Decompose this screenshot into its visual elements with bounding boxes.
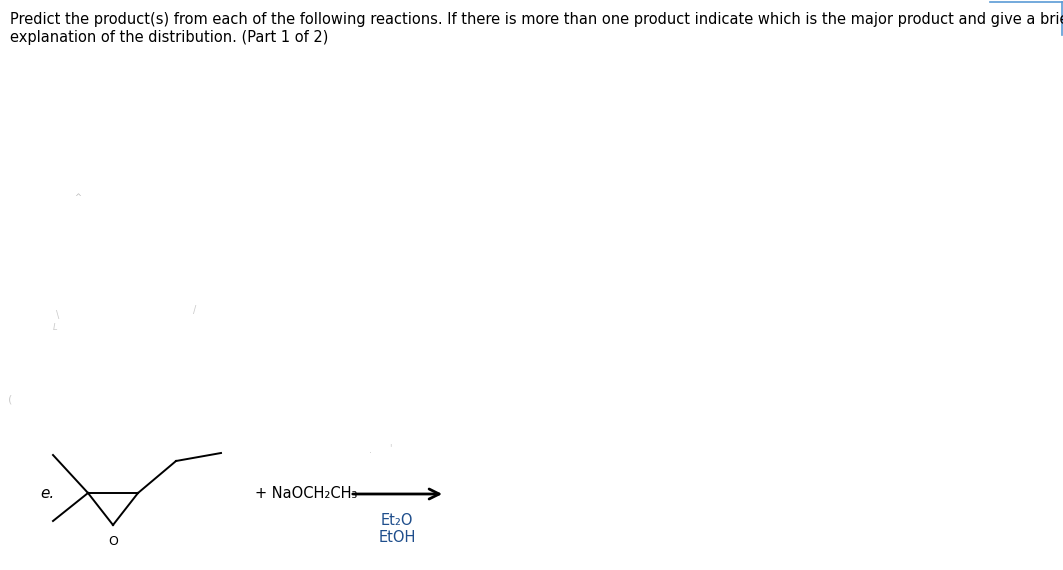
- Text: EtOH: EtOH: [378, 530, 416, 545]
- Text: Et₂O: Et₂O: [381, 513, 414, 528]
- Text: (: (: [9, 395, 13, 405]
- Text: ': ': [389, 443, 391, 453]
- Text: \: \: [56, 310, 60, 320]
- Text: + NaOCH₂CH₃: + NaOCH₂CH₃: [255, 487, 357, 502]
- Text: L: L: [53, 324, 57, 332]
- Text: /: /: [193, 305, 197, 315]
- Text: Predict the product(s) from each of the following reactions. If there is more th: Predict the product(s) from each of the …: [10, 12, 1063, 27]
- Text: explanation of the distribution. (Part 1 of 2): explanation of the distribution. (Part 1…: [10, 30, 328, 45]
- Text: .: .: [369, 445, 371, 455]
- Text: ^: ^: [74, 193, 82, 202]
- Text: O: O: [108, 535, 118, 548]
- Text: e.: e.: [40, 487, 54, 502]
